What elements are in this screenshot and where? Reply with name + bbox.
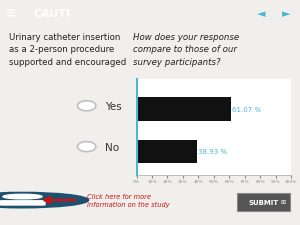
Text: SUBMIT: SUBMIT bbox=[248, 199, 278, 205]
Circle shape bbox=[3, 194, 42, 199]
Text: ⊞: ⊞ bbox=[281, 199, 286, 205]
Circle shape bbox=[77, 101, 96, 111]
Text: ≡: ≡ bbox=[6, 8, 16, 20]
Text: No: No bbox=[105, 142, 119, 152]
FancyBboxPatch shape bbox=[237, 193, 290, 211]
Text: 38.93 %: 38.93 % bbox=[198, 149, 227, 155]
Text: Urinary catheter insertion
as a 2-person procedure
supported and encouraged: Urinary catheter insertion as a 2-person… bbox=[9, 33, 126, 67]
Circle shape bbox=[77, 142, 96, 152]
Text: How does your response
compare to those of our
survey participants?: How does your response compare to those … bbox=[133, 33, 239, 67]
Bar bbox=[136, 98, 231, 121]
Text: Click here for more
information on the study: Click here for more information on the s… bbox=[87, 193, 170, 207]
Text: CAUTI: CAUTI bbox=[34, 9, 71, 19]
Circle shape bbox=[0, 193, 88, 208]
Text: 61.07 %: 61.07 % bbox=[232, 106, 262, 112]
Text: ◄: ◄ bbox=[257, 9, 266, 19]
Text: ►: ► bbox=[282, 9, 290, 19]
FancyBboxPatch shape bbox=[0, 201, 45, 205]
Bar bbox=[136, 140, 196, 163]
Text: Yes: Yes bbox=[105, 101, 122, 111]
